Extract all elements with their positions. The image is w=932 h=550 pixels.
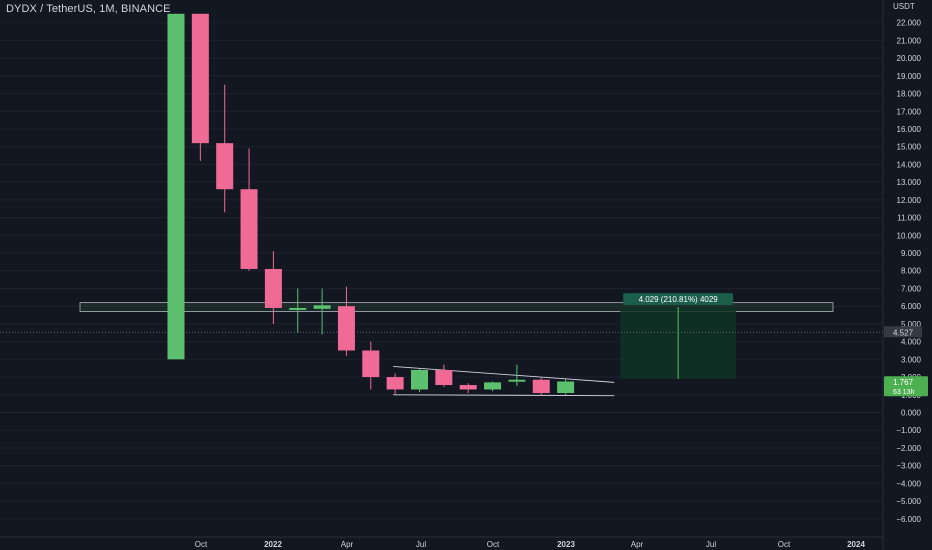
candle-body	[289, 307, 307, 310]
candle-body	[508, 379, 526, 382]
x-tick-label: 2023	[557, 540, 575, 549]
y-tick-label: 15.000	[897, 143, 922, 152]
chart-title: DYDX / TetherUS, 1M, BINANCE	[6, 3, 171, 15]
y-axis-unit: USDT	[893, 2, 915, 11]
current-price-label: 4.527	[893, 328, 914, 337]
y-tick-label: 13.000	[897, 178, 922, 187]
candle-body	[313, 305, 331, 309]
candle-body	[435, 369, 453, 386]
y-tick-label: −1.000	[896, 426, 921, 435]
triangle-lower-line	[393, 394, 615, 397]
x-tick-label: Oct	[195, 540, 208, 549]
y-tick-label: 5.000	[901, 320, 922, 329]
y-tick-label: 22.000	[897, 19, 922, 28]
resistance-zone	[79, 302, 834, 312]
candle-body	[362, 350, 380, 378]
last-price-label-bg	[884, 376, 928, 397]
y-tick-label: −6.000	[896, 515, 921, 524]
projection-label-bg	[623, 293, 734, 306]
y-tick-label: −5.000	[896, 497, 921, 506]
y-tick-label: 21.000	[897, 36, 922, 45]
x-tick-label: Jul	[706, 540, 716, 549]
y-tick-label: −3.000	[896, 462, 921, 471]
x-tick-label: Jul	[416, 540, 426, 549]
candle-body	[216, 143, 234, 190]
projection-label: 4.029 (210.81%) 4029	[639, 295, 719, 304]
y-tick-label: 14.000	[897, 160, 922, 169]
x-tick-label: Apr	[631, 540, 644, 549]
y-tick-label: 11.000	[897, 214, 921, 223]
candle-body	[411, 369, 428, 390]
y-tick-label: 6.000	[901, 302, 922, 311]
candle-body	[557, 381, 575, 394]
y-tick-label: 20.000	[897, 54, 922, 63]
x-tick-label: Oct	[778, 540, 791, 549]
y-tick-label: 18.000	[897, 90, 922, 99]
candle-body	[459, 385, 477, 390]
y-tick-label: 3.000	[901, 355, 922, 364]
current-price-label-bg	[884, 326, 922, 338]
candle-body	[240, 189, 258, 269]
candle-body	[264, 268, 282, 308]
y-tick-label: −2.000	[896, 444, 921, 453]
y-tick-label: 7.000	[901, 284, 922, 293]
y-tick-label: 10.000	[897, 231, 922, 240]
y-tick-label: 4.000	[901, 338, 922, 347]
x-tick-label: 2022	[264, 540, 282, 549]
candle-body	[532, 379, 550, 394]
y-tick-label: 0.000	[901, 409, 922, 418]
x-tick-label: 2024	[847, 540, 865, 549]
last-price-countdown: 63 13h	[893, 389, 915, 396]
y-tick-label: −4.000	[896, 479, 921, 488]
candle-body	[337, 306, 355, 351]
y-tick-label: 17.000	[897, 107, 922, 116]
x-tick-label: Apr	[341, 540, 354, 549]
y-tick-label: 19.000	[897, 72, 922, 81]
y-tick-label: 8.000	[901, 267, 922, 276]
y-tick-label: 12.000	[897, 196, 922, 205]
last-price-label: 1.767	[893, 378, 914, 387]
candle-body	[386, 377, 404, 390]
y-tick-label: 16.000	[897, 125, 922, 134]
x-tick-label: Oct	[487, 540, 500, 549]
candle-body	[484, 382, 502, 390]
triangle-upper-line	[393, 365, 615, 383]
candle-body	[167, 13, 185, 360]
y-tick-label: 9.000	[901, 249, 922, 258]
candle-body	[191, 13, 209, 144]
